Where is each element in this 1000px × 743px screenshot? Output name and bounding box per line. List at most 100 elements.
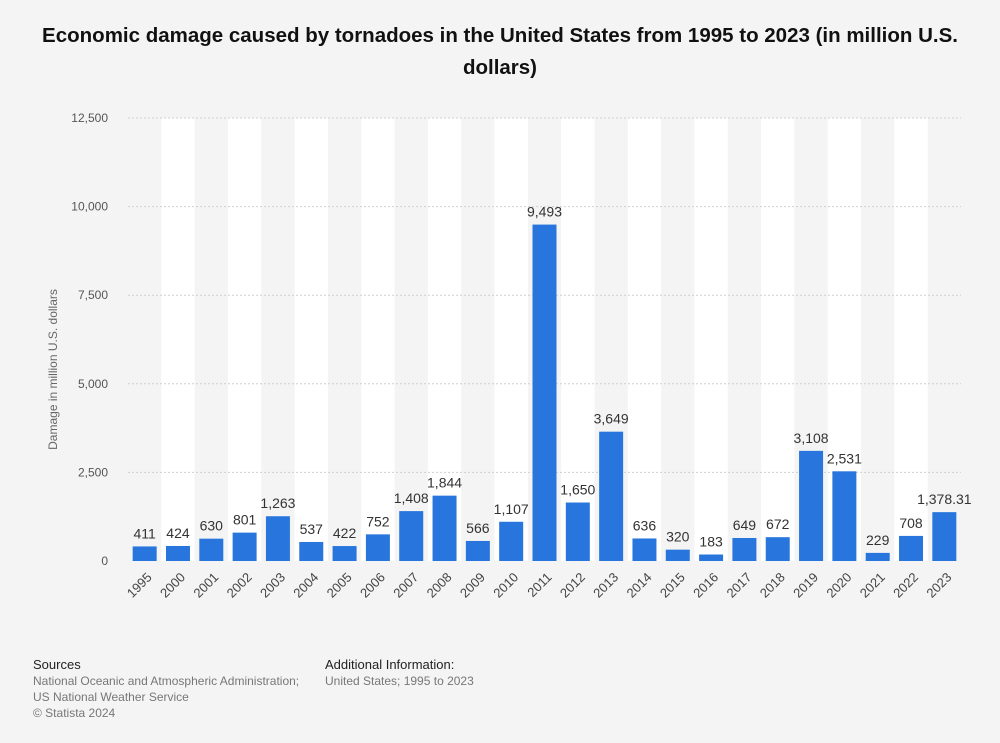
x-tick-label: 2009 (457, 570, 488, 601)
x-tick-label: 2022 (890, 570, 921, 601)
value-label: 2,531 (827, 450, 862, 466)
bar (865, 552, 890, 561)
background-band (427, 118, 462, 561)
value-label: 3,649 (594, 411, 629, 427)
sources-section: Sources National Oceanic and Atmospheric… (33, 657, 299, 721)
x-tick-label: 2000 (157, 570, 188, 601)
bar (332, 546, 357, 561)
value-label: 1,378.31 (917, 491, 972, 507)
x-tick-label: 2017 (723, 570, 754, 601)
background-band (694, 118, 728, 561)
value-label: 3,108 (794, 430, 829, 446)
x-tick-label: 2004 (290, 570, 321, 601)
y-axis-title: Damage in million U.S. dollars (46, 289, 60, 450)
x-tick-label: 2016 (690, 570, 721, 601)
x-tick-label: 2023 (923, 570, 954, 601)
background-band (161, 118, 195, 561)
y-tick-label: 7,500 (78, 288, 108, 302)
bar (899, 535, 924, 561)
value-label: 801 (233, 512, 257, 528)
bar (732, 537, 757, 561)
bar (132, 546, 157, 561)
y-tick-label: 12,500 (71, 111, 108, 125)
value-label: 9,493 (527, 204, 562, 220)
background-band (494, 118, 528, 561)
background-band (894, 118, 928, 561)
x-tick-label: 2013 (590, 570, 621, 601)
y-tick-label: 0 (101, 554, 108, 568)
value-label: 1,650 (560, 482, 595, 498)
value-label: 630 (200, 518, 224, 534)
x-tick-label: 2021 (857, 570, 888, 601)
sources-line-2: US National Weather Service (33, 690, 189, 704)
bar (232, 532, 257, 561)
bar (832, 471, 857, 561)
background-band (761, 118, 795, 561)
bar (432, 495, 457, 561)
bar-chart: 0 2,500 5,000 7,500 10,000 12,500 Damage in mi… (46, 111, 972, 601)
sources-heading: Sources (33, 657, 81, 672)
x-tick-label: 2012 (557, 570, 588, 601)
x-tick-label: 2011 (524, 570, 554, 600)
y-tick-label: 10,000 (71, 200, 108, 214)
additional-info-heading: Additional Information: (325, 657, 455, 672)
background-band (627, 118, 662, 561)
x-tick-label: 2014 (624, 570, 655, 601)
x-tick-label: 2010 (490, 570, 521, 601)
bar (299, 541, 324, 561)
bar (265, 516, 290, 561)
value-label: 411 (133, 525, 156, 541)
value-label: 752 (366, 513, 390, 529)
value-label: 566 (466, 520, 490, 536)
x-tick-label: 1995 (124, 570, 155, 601)
x-tick-label: 2008 (424, 570, 455, 601)
value-label: 1,263 (260, 495, 295, 511)
value-label: 537 (300, 521, 324, 537)
value-label: 708 (899, 515, 923, 531)
value-label: 320 (666, 529, 690, 545)
bar (932, 512, 957, 561)
x-tick-label: 2019 (790, 570, 821, 601)
bar (365, 534, 390, 561)
background-band (361, 118, 395, 561)
sources-line-1: National Oceanic and Atmospheric Adminis… (33, 674, 300, 688)
bar (799, 450, 824, 561)
background-band (227, 118, 262, 561)
value-label: 424 (166, 525, 190, 541)
value-label: 183 (699, 534, 723, 550)
value-label: 1,844 (427, 475, 462, 491)
bar (699, 554, 724, 561)
value-label: 229 (866, 532, 890, 548)
bar (399, 511, 424, 561)
x-tick-label: 2002 (224, 570, 255, 601)
x-tick-label: 2001 (190, 570, 221, 601)
x-tick-label: 2018 (757, 570, 788, 601)
background-band (294, 118, 328, 561)
bar (499, 521, 524, 561)
value-label: 1,107 (494, 501, 529, 517)
x-tick-label: 2005 (324, 570, 355, 601)
additional-info-text: United States; 1995 to 2023 (325, 674, 474, 688)
x-tick-label: 2015 (657, 570, 688, 601)
copyright: © Statista 2024 (33, 706, 116, 720)
background-band (561, 118, 595, 561)
bar (165, 545, 190, 561)
value-label: 649 (733, 517, 757, 533)
x-tick-label: 2006 (357, 570, 388, 601)
bar (665, 549, 690, 561)
x-tick-label: 2020 (823, 570, 854, 601)
value-label: 636 (633, 517, 657, 533)
value-label: 1,408 (394, 490, 429, 506)
additional-info-section: Additional Information: United States; 1… (325, 657, 474, 689)
value-label: 422 (333, 525, 357, 541)
bar (565, 502, 590, 561)
bar (599, 431, 624, 561)
y-tick-label: 2,500 (78, 465, 108, 479)
bar (765, 537, 790, 561)
bar (532, 224, 557, 561)
y-tick-label: 5,000 (78, 377, 108, 391)
x-tick-label: 2003 (257, 570, 288, 601)
bar (465, 540, 490, 561)
bar (199, 538, 224, 561)
value-label: 672 (766, 516, 790, 532)
